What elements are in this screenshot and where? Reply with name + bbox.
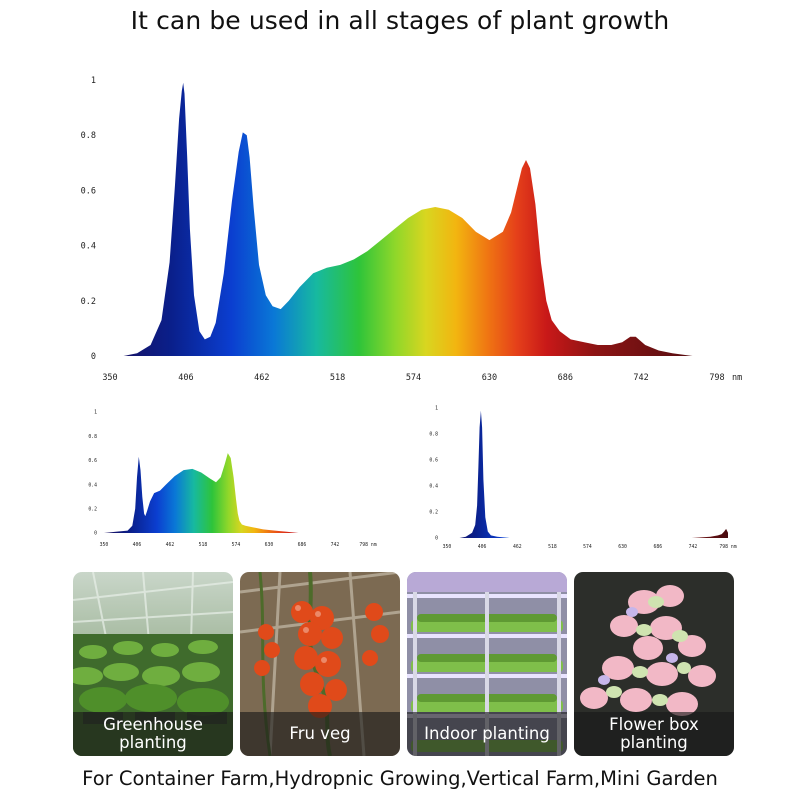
x-tick-label: 630	[265, 542, 274, 548]
tile-fruit-veg: Fru veg	[240, 572, 400, 756]
y-tick-label: 0.8	[81, 131, 96, 141]
y-tick-label: 0	[435, 536, 438, 542]
tile-greenhouse: Greenhouse planting	[73, 572, 233, 756]
x-tick-label: 350	[443, 544, 452, 550]
main-spectrum-chart: 0 0.2 0.4 0.6 0.8 1 350 406 462 518 574 630 686 742 79…	[81, 76, 743, 383]
x-tick-label: 630	[618, 544, 627, 550]
x-tick-label: 462	[513, 544, 522, 550]
x-tick-label: 686	[653, 544, 662, 550]
y-tick-label: 0.4	[81, 242, 96, 252]
x-tick-label: 406	[178, 373, 193, 383]
y-tick-label: 0.2	[429, 510, 438, 516]
veg-spectrum-chart: 0 0.2 0.4 0.6 0.8 1 350 406 462 518 574 630 686 742 79…	[88, 410, 376, 548]
y-tick-label: 1	[435, 406, 438, 412]
page-title: It can be used in all stages of plant gr…	[130, 6, 670, 35]
y-tick-label: 0.8	[429, 432, 438, 438]
y-tick-label: 0.4	[88, 482, 97, 488]
x-tick-label: 518	[330, 373, 345, 383]
spectrum-area	[447, 410, 728, 538]
x-tick-label: 686	[558, 373, 573, 383]
footer-applications: For Container Farm,Hydropnic Growing,Ver…	[82, 767, 718, 790]
tile-caption-flower-box: Flower box planting	[574, 712, 734, 756]
x-tick-label: 406	[133, 542, 142, 548]
y-tick-label: 0	[91, 352, 96, 362]
x-tick-label: 798	[709, 373, 724, 383]
x-tick-label: 630	[482, 373, 497, 383]
x-tick-label: 798 nm	[359, 542, 376, 548]
tile-flower-box: Flower box planting	[574, 572, 734, 756]
x-tick-label: 350	[102, 373, 117, 383]
x-tick-label: 462	[254, 373, 269, 383]
tile-caption-fruit-veg: Fru veg	[240, 712, 400, 756]
x-tick-label: 798 nm	[719, 544, 736, 550]
y-tick-label: 0.2	[88, 507, 97, 513]
spectrum-area	[104, 453, 368, 533]
x-tick-label: 406	[478, 544, 487, 550]
tile-caption-greenhouse: Greenhouse planting	[73, 712, 233, 756]
y-tick-label: 1	[91, 76, 96, 86]
tile-indoor: Indoor planting	[407, 572, 567, 756]
y-tick-label: 0.6	[429, 458, 438, 464]
x-tick-label: 518	[548, 544, 557, 550]
x-tick-label: 574	[406, 373, 421, 383]
y-tick-label: 0.6	[81, 186, 96, 196]
y-tick-label: 0	[94, 531, 97, 537]
x-tick-label: 742	[331, 542, 340, 548]
x-tick-label: 518	[199, 542, 208, 548]
y-tick-label: 0.6	[88, 458, 97, 464]
blue-spectrum-chart: 0 0.2 0.4 0.6 0.8 1 350 406 462 518 574 630 686 742 79…	[429, 406, 736, 550]
x-tick-label: 350	[100, 542, 109, 548]
y-tick-label: 1	[94, 410, 97, 416]
x-tick-label: 742	[689, 544, 698, 550]
spectrum-area	[110, 82, 717, 357]
x-tick-label: 574	[583, 544, 592, 550]
y-tick-label: 0.4	[429, 484, 438, 490]
y-tick-label: 0.2	[81, 297, 96, 307]
x-tick-label: 574	[232, 542, 241, 548]
x-tick-label: 686	[298, 542, 307, 548]
tile-caption-indoor: Indoor planting	[407, 712, 567, 756]
x-unit-label: nm	[732, 373, 742, 383]
x-tick-label: 462	[166, 542, 175, 548]
y-tick-label: 0.8	[88, 434, 97, 440]
application-tiles: Greenhouse planting Fru veg	[0, 572, 800, 758]
x-tick-label: 742	[633, 373, 648, 383]
